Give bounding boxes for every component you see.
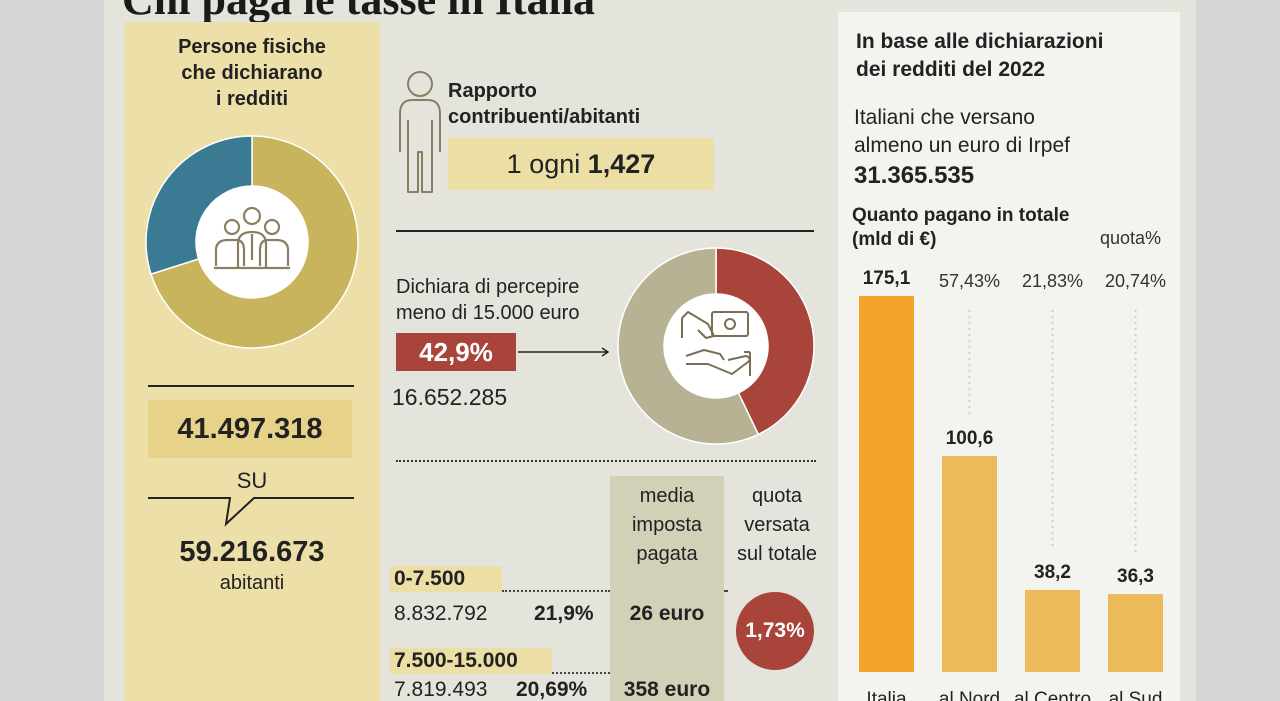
person-outline-icon [399, 71, 441, 193]
divider [396, 230, 814, 232]
left-panel: Persone fisiche che dichiarano i redditi… [124, 22, 380, 701]
bar-italia [859, 296, 914, 672]
media-header: media imposta pagata [610, 482, 724, 569]
payers-value: 31.365.535 [854, 162, 975, 189]
chart-title: Quanto pagano in totale [852, 205, 1070, 226]
bar-quota-label: 21,83% [1022, 271, 1083, 291]
row-avg-tax: 26 euro [629, 602, 705, 625]
left-heading-line: che dichiarano [181, 62, 323, 84]
row-share: 20,69% [516, 678, 588, 701]
chart-unit: (mld di €) [852, 229, 937, 250]
arrow-right-icon [518, 347, 610, 357]
under15-label-line: meno di 15.000 euro [396, 302, 580, 324]
payers-label-line: Italiani che versano [854, 106, 1035, 129]
declarants-value: 41.497.318 [148, 400, 352, 458]
ratio-value-box: 1 ogni 1,427 [448, 138, 714, 190]
range-bg [390, 566, 502, 592]
left-heading: Persone fisiche che dichiarano i redditi [124, 34, 380, 112]
bar-al-sud [1108, 594, 1163, 672]
declarants-donut [145, 135, 359, 349]
media-header-line: media [639, 485, 695, 507]
quota-header: quota versata sul totale [726, 482, 828, 569]
media-header-line: imposta [631, 514, 703, 536]
total-share-badge: 1,73% [736, 592, 814, 670]
row-share: 21,9% [534, 602, 594, 625]
infographic: Chi paga le tasse in Italia Persone fisi… [104, 0, 1196, 701]
under15-label-line: Dichiara di percepire [396, 276, 580, 298]
regional-bar-chart: 175,1 Italia 100,6 57,43% al Nord 38,2 21,83% a… [859, 268, 1166, 701]
bar-value-label: 175,1 [863, 268, 911, 289]
ratio-label-line: Rapporto [448, 80, 537, 102]
ratio-label-line: contribuenti/abitanti [448, 106, 641, 128]
divider [724, 590, 728, 592]
callout-pointer [148, 497, 354, 527]
under15-donut [617, 247, 815, 445]
quota-header-line: sul totale [736, 543, 818, 565]
chart-heading: Quanto pagano in totale (mld di €) [852, 204, 1069, 252]
bar-quota-label: 20,74% [1105, 271, 1166, 291]
page-title: Chi paga le tasse in Italia [122, 0, 595, 22]
payers-label: Italiani che versano almeno un euro di I… [854, 104, 1070, 160]
right-panel: In base alle dichiarazioni dei redditi d… [838, 12, 1180, 701]
donut-center [664, 294, 768, 398]
ratio-label: Rapporto contribuenti/abitanti [448, 78, 640, 130]
media-column-bg [610, 476, 724, 701]
range-bg [390, 648, 552, 674]
right-heading: In base alle dichiarazioni dei redditi d… [856, 28, 1103, 84]
bar-value-label: 36,3 [1117, 566, 1154, 587]
divider [502, 590, 610, 592]
bar-value-label: 38,2 [1034, 562, 1071, 583]
inhabitants-value: 59.216.673 [179, 536, 325, 568]
quota-header-line: versata [744, 514, 810, 536]
hand-money-icon [681, 311, 751, 376]
divider [396, 460, 816, 462]
under15-label: Dichiara di percepire meno di 15.000 eur… [396, 274, 579, 326]
media-header-line: pagata [636, 543, 698, 565]
bar-category-label: al Sud [1109, 689, 1163, 701]
quota-label: quota% [1100, 228, 1162, 248]
range-label: 0-7.500 [394, 567, 466, 590]
ratio-value-prefix: 1 ogni [506, 149, 588, 179]
bar-value-label: 100,6 [946, 428, 994, 449]
payers-label-line: almeno un euro di Irpef [854, 134, 1070, 157]
bar-quota-label: 57,43% [939, 271, 1000, 291]
row-count: 7.819.493 [394, 678, 488, 701]
people-group-icon [214, 206, 290, 270]
under15-count: 16.652.285 [392, 384, 508, 410]
divider [552, 672, 610, 674]
right-heading-line: In base alle dichiarazioni [856, 30, 1104, 53]
bar-al-nord [942, 455, 997, 672]
left-heading-line: Persone fisiche [178, 36, 326, 58]
quota-header-line: quota [751, 485, 803, 507]
row-count: 8.832.792 [394, 602, 488, 625]
bar-category-label: al Centro [1014, 689, 1091, 701]
bar-category-label: al Nord [939, 689, 1000, 701]
bar-category-label: Italia [866, 689, 907, 701]
row-avg-tax: 358 euro [623, 678, 711, 701]
divider [148, 385, 354, 387]
bar-al-centro [1025, 589, 1080, 672]
left-heading-line: i redditi [215, 88, 289, 110]
ratio-value: 1,427 [587, 149, 656, 179]
su-label: SU [236, 468, 268, 493]
inhabitants-label: abitanti [219, 572, 285, 594]
under15-percent: 42,9% [396, 333, 516, 371]
range-label: 7.500-15.000 [394, 649, 518, 672]
right-heading-line: dei redditi del 2022 [856, 58, 1046, 81]
